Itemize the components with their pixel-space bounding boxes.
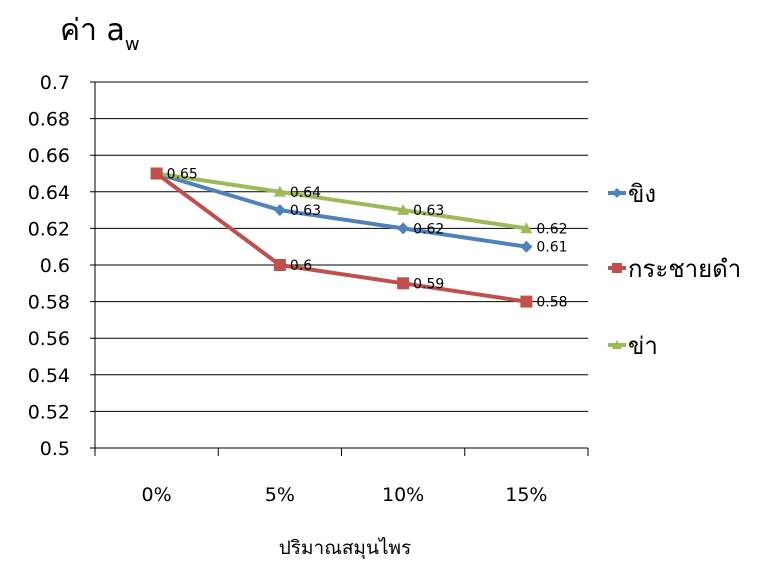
x-axis: 0% 5% 10% 15% xyxy=(94,82,589,506)
y-axis-title-main: ค่า a xyxy=(60,13,125,48)
data-label: 0.62 xyxy=(536,221,567,237)
data-label: 0.63 xyxy=(290,203,321,219)
y-tick-label: 0.7 xyxy=(40,72,70,94)
data-point-0-1 xyxy=(273,204,286,217)
y-tick-label: 0.52 xyxy=(28,401,70,423)
y-tick-label: 0.64 xyxy=(28,182,70,204)
legend-label: ขิง xyxy=(628,180,656,208)
grid-lines xyxy=(90,81,588,449)
y-tick-label: 0.54 xyxy=(28,365,70,387)
data-point-1-0 xyxy=(150,167,163,180)
y-tick-label: 0.62 xyxy=(28,218,70,240)
data-labels: 0.63 0.62 0.61 0.6 0.59 0.58 0.65 0.64 0.63 0.62 xyxy=(167,167,568,311)
data-label: 0.65 xyxy=(167,167,198,183)
legend-label: กระชายดำ xyxy=(628,255,741,283)
data-label: 0.6 xyxy=(290,258,312,274)
y-tick-label: 0.66 xyxy=(28,145,70,167)
x-tick-label: 5% xyxy=(265,484,295,506)
data-label: 0.63 xyxy=(413,203,444,219)
y-tick-label: 0.68 xyxy=(28,109,70,131)
data-label: 0.62 xyxy=(413,221,444,237)
data-point-2-3 xyxy=(520,222,533,234)
x-tick-label: 10% xyxy=(382,484,424,506)
data-point-2-1 xyxy=(273,185,286,197)
data-label: 0.59 xyxy=(413,276,444,292)
data-point-2-2 xyxy=(397,204,410,215)
y-tick-label: 0.58 xyxy=(28,292,70,314)
legend-label: ข่า xyxy=(628,332,658,360)
legend-marker xyxy=(612,188,622,198)
legend-marker xyxy=(612,340,622,349)
y-axis-title-subscript: w xyxy=(125,34,140,55)
data-point-0-3 xyxy=(520,240,533,253)
series-line-2 xyxy=(156,171,527,231)
data-label: 0.61 xyxy=(536,240,567,256)
series-layer xyxy=(150,167,533,308)
y-tick-label: 0.5 xyxy=(40,438,70,460)
y-tick-label: 0.56 xyxy=(28,328,70,350)
y-axis-ticks: 0.5 0.52 0.54 0.56 0.58 0.6 0.62 0.64 0.66 0.68 0.… xyxy=(28,72,70,460)
data-point-1-3 xyxy=(520,295,533,308)
data-point-1-2 xyxy=(397,277,410,290)
x-tick-label: 15% xyxy=(505,484,547,506)
data-point-1-1 xyxy=(273,259,286,271)
x-tick-label: 0% xyxy=(142,484,172,506)
legend-marker xyxy=(612,263,622,273)
y-axis-title: ค่า aw xyxy=(60,13,140,55)
data-point-0-2 xyxy=(397,222,410,235)
y-tick-label: 0.6 xyxy=(40,255,70,277)
x-axis-title: ปริมาณสมุนไพร xyxy=(279,537,411,560)
series-line-0 xyxy=(156,171,527,249)
data-label: 0.58 xyxy=(536,295,567,311)
data-label: 0.64 xyxy=(290,185,321,201)
series-line-1 xyxy=(155,171,527,304)
